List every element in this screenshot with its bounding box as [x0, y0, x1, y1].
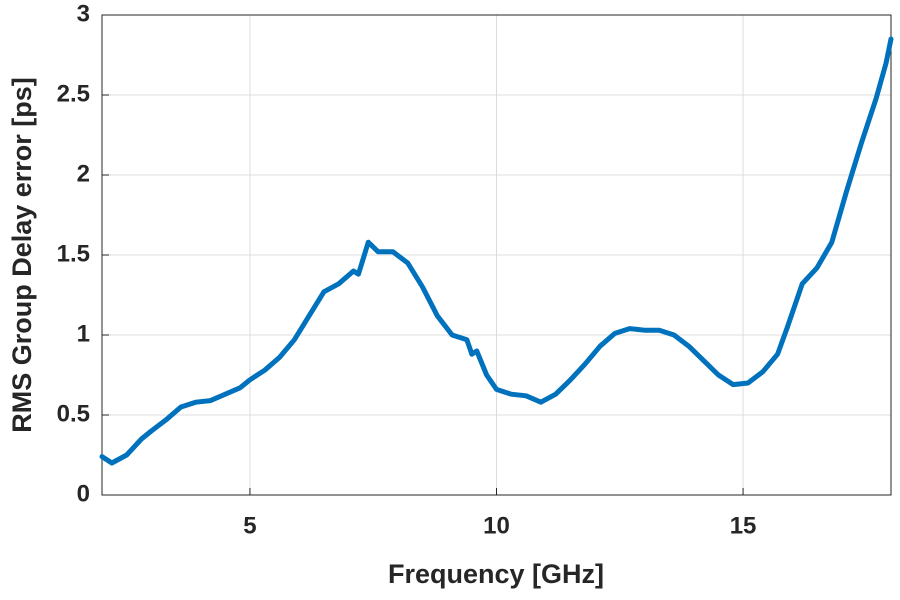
axes-box [101, 14, 892, 496]
y-tick-label: 1 [77, 320, 90, 347]
y-tick-label: 1.5 [57, 240, 90, 267]
y-tick-label: 2 [77, 160, 90, 187]
x-axis-label: Frequency [GHz] [388, 559, 604, 589]
y-tick-label: 0.5 [57, 400, 90, 427]
y-tick-label: 2.5 [57, 80, 90, 107]
y-tick-label: 0 [77, 480, 90, 507]
x-tick-label: 10 [483, 512, 510, 539]
x-tick-label: 5 [243, 512, 256, 539]
y-axis-label: RMS Group Delay error [ps] [7, 77, 37, 433]
data-line [99, 36, 894, 466]
x-tick-label: 15 [730, 512, 757, 539]
y-tick-label: 3 [77, 0, 90, 27]
